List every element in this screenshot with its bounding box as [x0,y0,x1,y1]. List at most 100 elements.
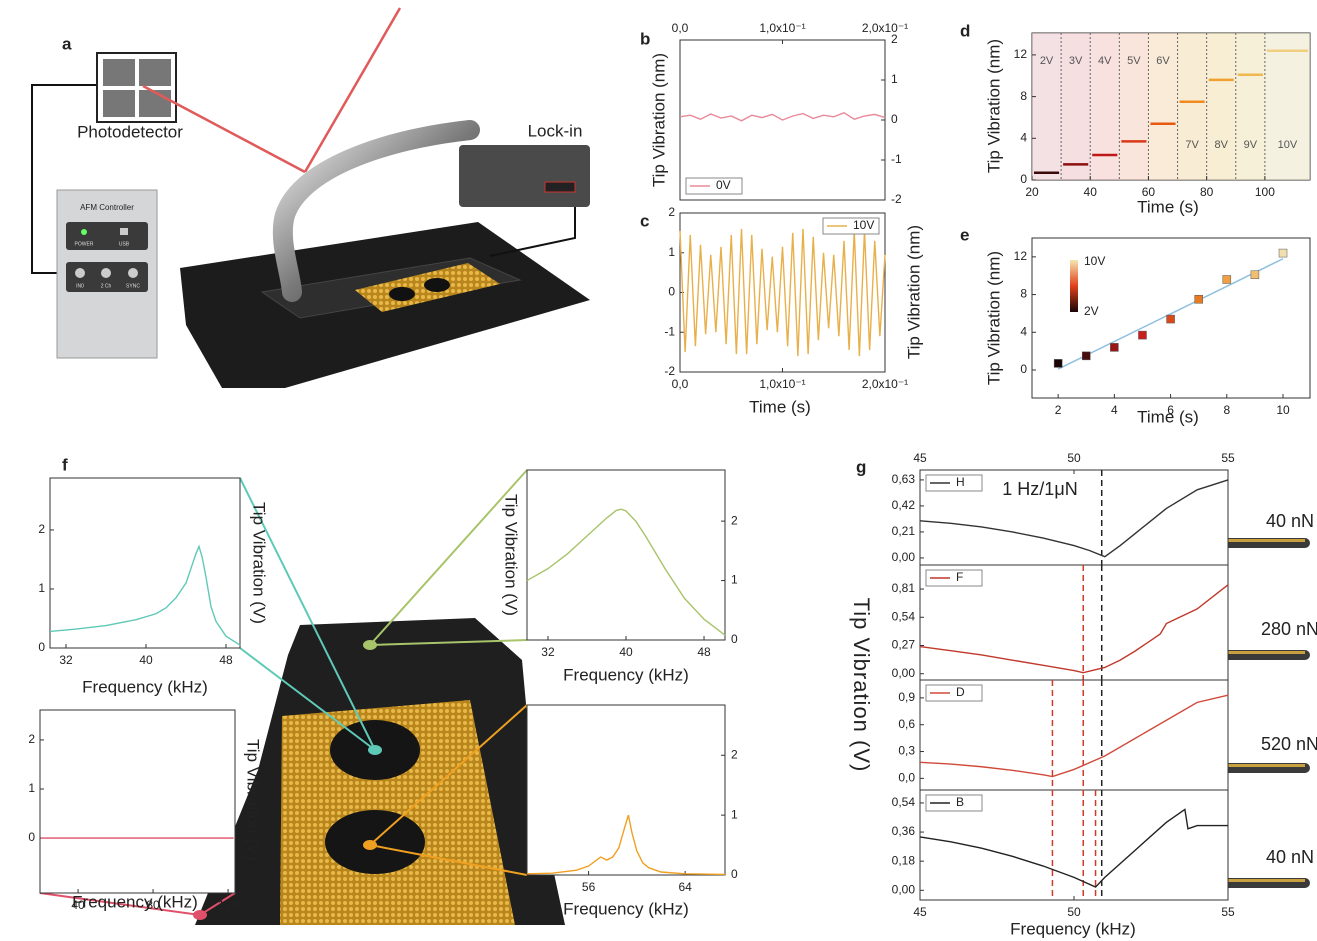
controller-text: 2 Ch [101,283,112,289]
point [1053,359,1063,368]
x-tick-label: 64 [678,880,692,894]
y-tick-label: 2 [731,513,738,527]
probe-spot [193,910,207,920]
connector [75,268,85,278]
y-tick-label: 0,42 [892,498,916,512]
x-tick-label: 48 [697,645,711,659]
y-tick-label: 0 [1020,172,1027,186]
point [1250,270,1260,280]
fit-line [1057,258,1284,370]
legend-box [925,474,983,492]
y-tick-label: -2 [664,364,675,378]
usb-port [120,228,128,235]
lock-in-display [544,181,576,193]
chart: 56 64 0 1 2 Frequency (kHz) [526,704,738,918]
y-tick-label: 0,3 [898,744,915,758]
annotation: 40 nN [1266,847,1314,867]
point [1222,275,1232,284]
x-tick-label: 120 [218,898,238,912]
wire [31,84,97,274]
band [1177,33,1207,180]
band [1119,33,1149,180]
x-tick-label: 6 [1167,403,1174,417]
y-tick-label: 8 [1020,89,1027,103]
chart: 2 4 6 8 10 0 4 8 12 10V 2V Time (s) Tip Vibration (n… [960,225,1311,426]
controller-text: POWER [75,241,94,247]
point [1194,295,1203,304]
x-tick-label: 40 [1084,185,1098,199]
colorbar [1070,260,1078,312]
y-axis-label: Tip Vibration (V) [244,739,263,861]
x-axis-label: Frequency (kHz) [563,899,689,918]
legend-box [822,217,880,235]
chart: 0,0 1,0x10⁻¹ 2,0x10⁻¹ -2 -1 0 1 2 10V Time (s) Tip… [640,205,923,416]
setup-illustration: a Photodetector AFM Controller POWER USB… [31,7,590,388]
laser [303,7,402,173]
chart: 2V 3V 4V 5V 6V 7V 8V 9V 10V 20 40 60 80 100 0 4 8 12 Time … [960,21,1311,216]
y-tick-label: 12 [1014,249,1028,263]
y-tick-label: 1 [731,573,738,587]
annotation: 2V [1040,55,1054,67]
x-tick-label: 40 [619,645,633,659]
x-tick-label: 100 [1255,185,1275,199]
y-axis-label: Tip Vibration (nm) [904,225,923,359]
plot-area [49,477,241,649]
y-tick-label: 1 [891,72,898,86]
y-tick-label: 0,27 [892,638,916,652]
data-line [526,508,726,636]
chart: 40 80 120 0 1 2 Frequency (kHz) Tip Vibration (… [28,709,263,912]
controller-text: SYNC [126,283,140,289]
legend-box [685,177,743,195]
cantilever [272,120,480,302]
y-tick-label: 0,63 [892,472,916,486]
x-tick-label: 50 [1067,905,1081,919]
y-tick-label: 2 [668,205,675,219]
chart: 32 40 48 0 1 2 Frequency (kHz) Tip Vibration (V… [502,469,738,684]
point [1278,248,1288,258]
y-axis-label: Tip Vibration (nm) [984,251,1003,385]
annotation: 10V [1278,139,1298,151]
panel-letter: g [856,457,866,476]
x-tick-label: 56 [582,880,596,894]
band [1235,33,1265,180]
plot-area [526,704,726,876]
y-axis-label: Tip Vibration (V) [502,494,521,616]
y-axis-label: Tip Vibration (V) [250,502,269,624]
plot-area [526,469,726,641]
x-tick-label: 80 [1200,185,1214,199]
chart: 0,0 0,3 0,6 0,9 D 520 nN [898,679,1317,791]
x-tick-label: 48 [219,653,233,667]
x-tick-label: 1,0x10⁻¹ [759,21,805,35]
annotation: 3V [1069,55,1083,67]
annotation: 4V [1098,55,1112,67]
y-tick-label: 0 [1020,362,1027,376]
chart: 0,00 0,27 0,54 0,81 F 280 nN [892,564,1317,681]
panel-letter: b [640,29,650,48]
y-tick-label: 1 [28,781,35,795]
annotation: 40 nN [1266,511,1314,531]
x-axis-label: Time (s) [749,397,811,416]
x-tick-label: 45 [913,905,927,919]
x-tick-label: 2 [1055,403,1062,417]
quadrant [103,59,135,86]
y-tick-label: -1 [891,152,902,166]
legend-box [925,569,983,587]
x-axis-label: Frequency (kHz) [82,677,208,696]
colorbar-label: 10V [1084,254,1105,268]
data-line [919,808,1228,888]
y-axis-label: Tip Vibration (nm) [984,39,1003,173]
quadrant [139,59,171,86]
controller-text: USB [119,241,130,247]
y-tick-label: -1 [664,324,675,338]
connector [128,268,138,278]
y-tick-label: 0,54 [892,609,916,623]
hole [424,278,450,292]
wire [489,205,576,257]
x-tick-label: 32 [541,645,555,659]
annotation: 7V [1185,139,1199,151]
annotation: 280 nN [1261,619,1317,639]
data-line [679,112,886,122]
x-tick-label: 2,0x10⁻¹ [862,21,908,35]
point [1110,343,1119,352]
